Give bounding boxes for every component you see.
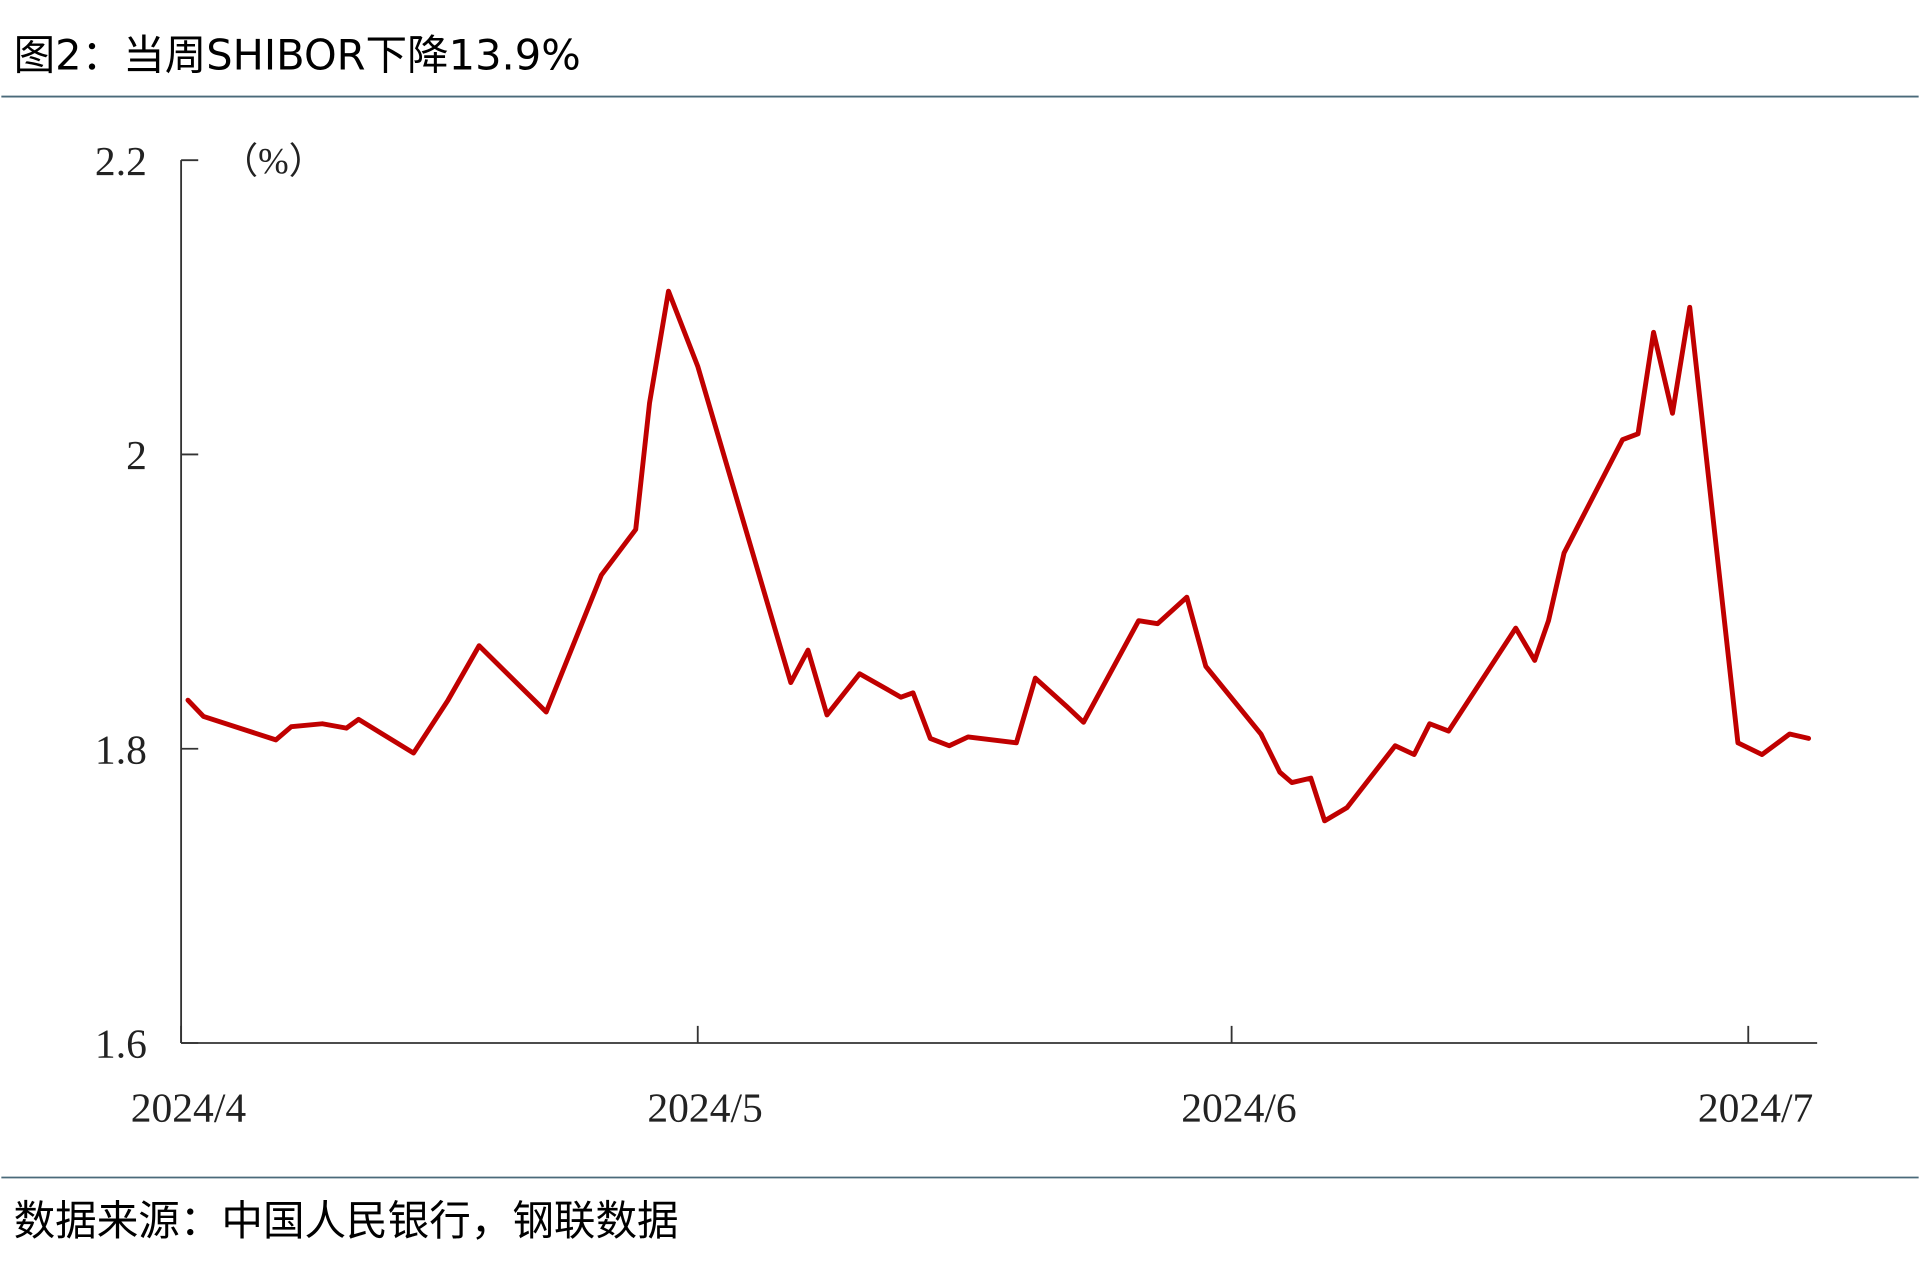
- y-axis-label: （%）: [221, 141, 325, 182]
- y-tick-label: 2: [126, 432, 147, 478]
- y-tick-label: 1.6: [95, 1021, 147, 1067]
- x-tick-label: 2024/4: [131, 1084, 247, 1130]
- y-tick-label: 1.8: [95, 726, 147, 772]
- x-tick-label: 2024/6: [1181, 1084, 1296, 1130]
- source: 数据来源：中国人民银行，钢联数据: [14, 1196, 679, 1245]
- line: [185, 288, 1812, 824]
- x-tick-label: 2024/7: [1698, 1084, 1813, 1130]
- x-tick-label: 2024/5: [647, 1084, 762, 1130]
- y-tick-label: 2.2: [95, 138, 147, 184]
- chart-title: 图2：当周SHIBOR下降13.9%: [14, 31, 581, 80]
